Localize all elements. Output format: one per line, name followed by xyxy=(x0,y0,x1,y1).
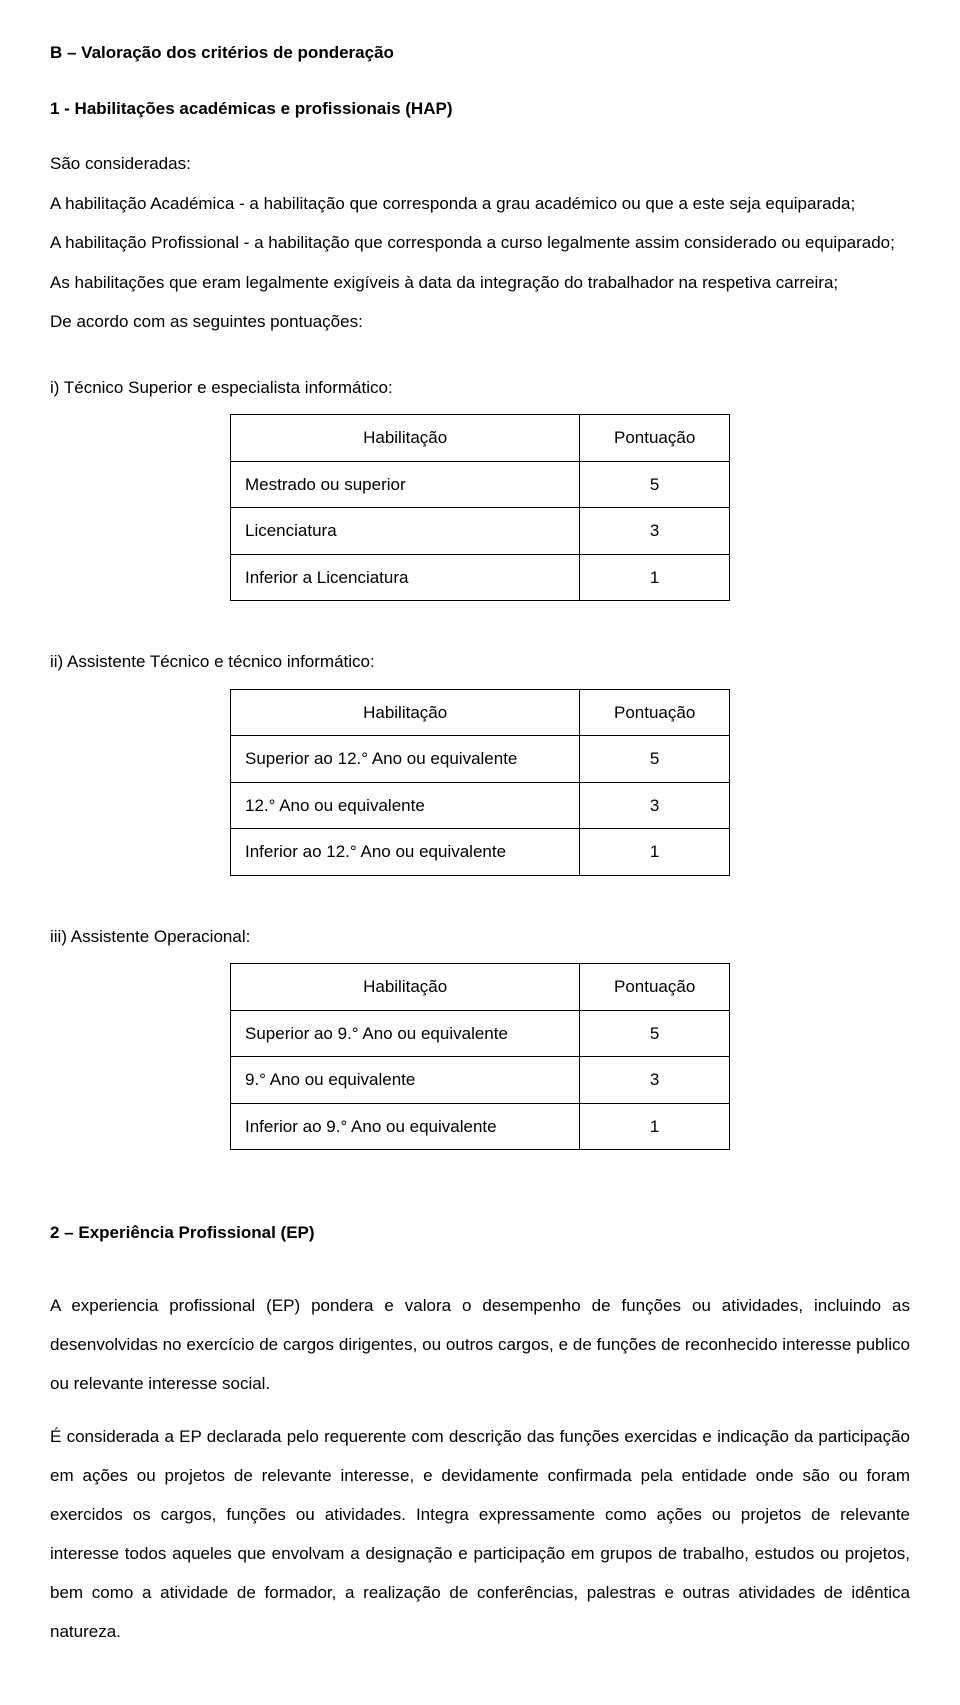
cell-pontuacao: 3 xyxy=(580,782,730,829)
cell-pontuacao: 1 xyxy=(580,829,730,876)
table-row: Mestrado ou superior 5 xyxy=(231,461,730,508)
section-b-heading: B – Valoração dos critérios de ponderaçã… xyxy=(50,40,910,66)
cell-habilitacao: 12.° Ano ou equivalente xyxy=(231,782,580,829)
ep-paragraph-1: A experiencia profissional (EP) pondera … xyxy=(50,1286,910,1403)
cell-pontuacao: 5 xyxy=(580,736,730,783)
table-group-ii: Habilitação Pontuação Superior ao 12.° A… xyxy=(230,689,730,876)
bullet-exigiveis: As habilitações que eram legalmente exig… xyxy=(50,270,910,296)
table-row: 12.° Ano ou equivalente 3 xyxy=(231,782,730,829)
cell-pontuacao: 3 xyxy=(580,508,730,555)
cell-habilitacao: 9.° Ano ou equivalente xyxy=(231,1057,580,1104)
bullet-acordo: De acordo com as seguintes pontuações: xyxy=(50,309,910,335)
table-row: 9.° Ano ou equivalente 3 xyxy=(231,1057,730,1104)
cell-habilitacao: Inferior a Licenciatura xyxy=(231,554,580,601)
table-group-iii: Habilitação Pontuação Superior ao 9.° An… xyxy=(230,963,730,1150)
table-header-row: Habilitação Pontuação xyxy=(231,415,730,462)
section-1-heading: 1 - Habilitações académicas e profission… xyxy=(50,96,910,122)
table-header-row: Habilitação Pontuação xyxy=(231,689,730,736)
col-pontuacao: Pontuação xyxy=(580,415,730,462)
ep-paragraph-2: É considerada a EP declarada pelo requer… xyxy=(50,1417,910,1652)
col-pontuacao: Pontuação xyxy=(580,689,730,736)
table-row: Licenciatura 3 xyxy=(231,508,730,555)
col-pontuacao: Pontuação xyxy=(580,964,730,1011)
cell-pontuacao: 5 xyxy=(580,461,730,508)
table-header-row: Habilitação Pontuação xyxy=(231,964,730,1011)
cell-habilitacao: Inferior ao 9.° Ano ou equivalente xyxy=(231,1103,580,1150)
cell-pontuacao: 1 xyxy=(580,554,730,601)
group-i-label: i) Técnico Superior e especialista infor… xyxy=(50,375,910,401)
table-row: Superior ao 12.° Ano ou equivalente 5 xyxy=(231,736,730,783)
table-row: Inferior a Licenciatura 1 xyxy=(231,554,730,601)
cell-pontuacao: 3 xyxy=(580,1057,730,1104)
cell-pontuacao: 1 xyxy=(580,1103,730,1150)
cell-habilitacao: Mestrado ou superior xyxy=(231,461,580,508)
intro-label: São consideradas: xyxy=(50,151,910,177)
col-habilitacao: Habilitação xyxy=(231,964,580,1011)
bullet-academica: A habilitação Académica - a habilitação … xyxy=(50,191,910,217)
col-habilitacao: Habilitação xyxy=(231,689,580,736)
cell-habilitacao: Superior ao 9.° Ano ou equivalente xyxy=(231,1010,580,1057)
cell-habilitacao: Licenciatura xyxy=(231,508,580,555)
section-2-heading: 2 – Experiência Profissional (EP) xyxy=(50,1220,910,1246)
cell-habilitacao: Inferior ao 12.° Ano ou equivalente xyxy=(231,829,580,876)
table-row: Inferior ao 12.° Ano ou equivalente 1 xyxy=(231,829,730,876)
col-habilitacao: Habilitação xyxy=(231,415,580,462)
table-group-i: Habilitação Pontuação Mestrado ou superi… xyxy=(230,414,730,601)
table-row: Superior ao 9.° Ano ou equivalente 5 xyxy=(231,1010,730,1057)
cell-pontuacao: 5 xyxy=(580,1010,730,1057)
group-ii-label: ii) Assistente Técnico e técnico informá… xyxy=(50,649,910,675)
group-iii-label: iii) Assistente Operacional: xyxy=(50,924,910,950)
cell-habilitacao: Superior ao 12.° Ano ou equivalente xyxy=(231,736,580,783)
bullet-profissional: A habilitação Profissional - a habilitaç… xyxy=(50,230,910,256)
table-row: Inferior ao 9.° Ano ou equivalente 1 xyxy=(231,1103,730,1150)
